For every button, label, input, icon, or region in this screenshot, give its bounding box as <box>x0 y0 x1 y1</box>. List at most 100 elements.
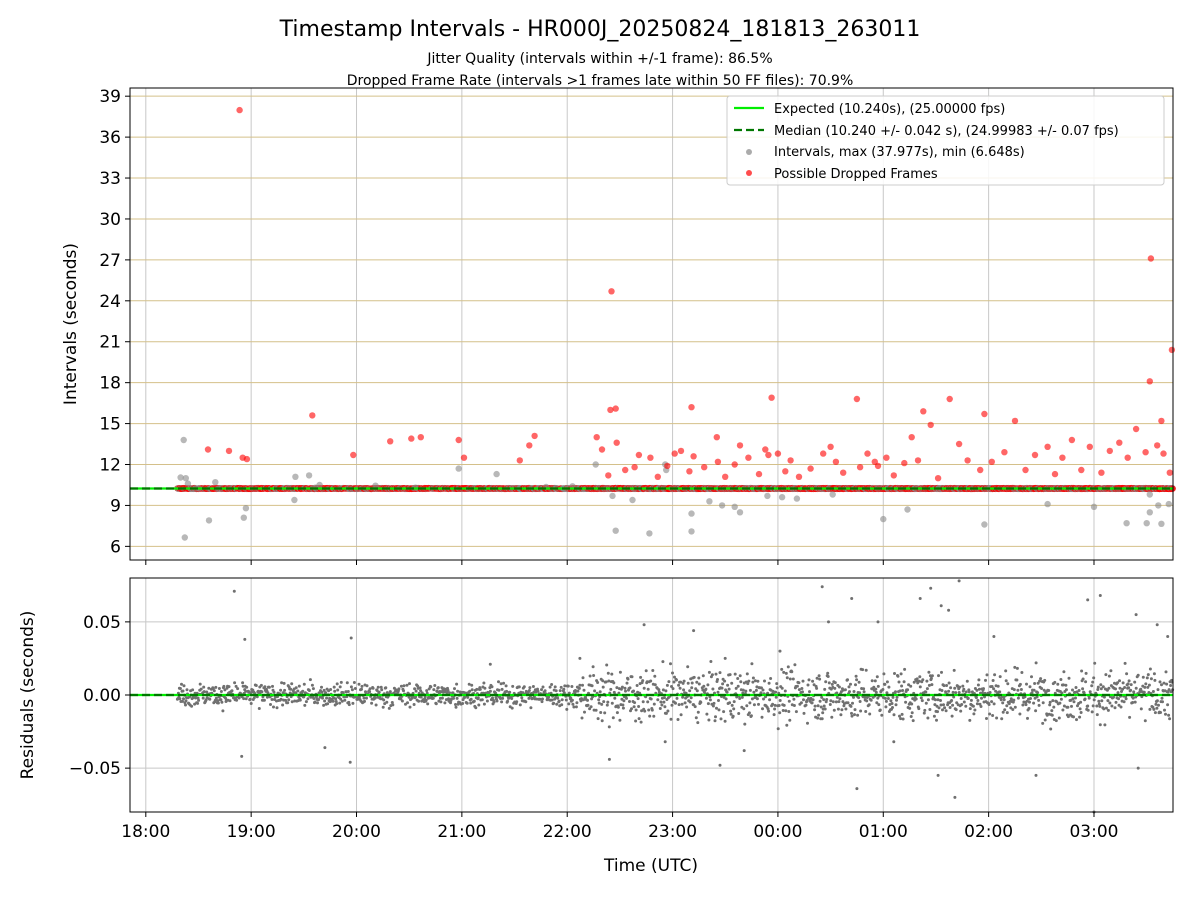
dropped-frame-point <box>901 459 908 467</box>
residual-point <box>414 689 418 693</box>
residual-point <box>667 680 671 684</box>
residual-point <box>730 703 734 707</box>
residual-point <box>571 702 575 706</box>
residual-point <box>832 708 836 712</box>
residual-point <box>260 690 264 694</box>
residual-point <box>747 679 751 683</box>
dropped-frame-point <box>1022 466 1029 474</box>
residual-point <box>501 696 505 700</box>
residual-point <box>222 684 226 688</box>
residual-point <box>335 702 339 706</box>
residual-point <box>662 700 666 704</box>
residual-point <box>864 668 868 672</box>
residual-point <box>623 686 627 690</box>
dropped-frame-point <box>686 468 693 475</box>
residual-point <box>696 710 700 714</box>
legend-label-median: Median (10.240 +/- 0.042 s), (24.99983 +… <box>774 124 1119 139</box>
residual-point <box>652 702 656 706</box>
residual-point <box>736 684 740 688</box>
residual-point <box>237 696 241 700</box>
dropped-frame-point <box>908 434 915 441</box>
residual-point <box>761 707 764 711</box>
residual-point <box>281 703 285 707</box>
residual-point <box>604 680 608 684</box>
residual-point <box>562 687 566 691</box>
residual-point <box>686 665 690 669</box>
dropped-frame-point <box>714 458 722 465</box>
residual-point <box>583 710 586 714</box>
residual-point <box>248 697 252 701</box>
residual-point <box>412 703 416 706</box>
residual-point <box>838 697 842 701</box>
residual-point <box>201 696 205 700</box>
residual-point <box>843 688 847 692</box>
residual-point <box>780 667 784 671</box>
intervals-y-tick-label: 12 <box>99 456 121 476</box>
dropped-frame-point <box>593 434 600 441</box>
residual-point <box>722 710 726 714</box>
dropped-frame-point <box>664 462 671 470</box>
residual-point <box>653 683 657 687</box>
interval-point <box>793 495 801 502</box>
dropped-frame-point <box>722 473 729 480</box>
interval-point <box>316 481 323 489</box>
residual-point <box>688 700 692 704</box>
residual-point <box>402 689 405 693</box>
dropped-frame-point <box>408 435 415 442</box>
residual-point <box>697 676 701 680</box>
residual-point <box>346 690 350 693</box>
dropped-frame-point <box>654 473 661 480</box>
residual-point <box>349 685 353 689</box>
residual-point <box>191 688 195 692</box>
residual-point <box>679 713 683 717</box>
interval-point <box>212 479 219 486</box>
residual-point <box>202 690 206 694</box>
residual-point <box>837 700 841 704</box>
residual-point <box>432 688 436 692</box>
interval-point <box>718 502 726 509</box>
residual-point <box>628 686 632 690</box>
residual-point <box>527 689 531 692</box>
residual-point <box>738 697 742 700</box>
residual-point <box>310 683 314 687</box>
residual-point <box>825 698 829 701</box>
residual-point <box>272 705 275 709</box>
residual-point <box>715 706 718 710</box>
interval-point <box>1090 503 1098 510</box>
residual-point <box>520 696 524 700</box>
residual-point <box>323 699 327 703</box>
residual-point <box>707 670 711 674</box>
residual-point <box>275 706 279 710</box>
residual-point <box>754 688 758 692</box>
residual-point <box>636 697 640 701</box>
residual-point <box>431 696 435 700</box>
interval-point <box>291 496 298 504</box>
dropped-frame-point <box>807 465 814 472</box>
residual-point <box>515 700 519 704</box>
residual-point <box>500 700 504 704</box>
residual-point <box>660 703 664 707</box>
residual-point <box>178 697 182 701</box>
residual-point <box>528 686 532 690</box>
residual-point <box>818 677 822 681</box>
residual-point <box>816 704 820 708</box>
residual-point <box>752 703 756 707</box>
dropped-frame-point <box>204 446 212 453</box>
intervals-y-tick-label: 15 <box>99 415 121 435</box>
residual-point <box>817 674 821 678</box>
residual-point <box>624 689 627 693</box>
dropped-frame-point <box>460 454 468 461</box>
residual-point <box>316 701 319 705</box>
residual-point <box>634 719 638 723</box>
residual-point <box>335 682 339 686</box>
residual-point <box>454 703 457 706</box>
residual-point <box>610 672 614 676</box>
residual-point <box>628 700 631 703</box>
residual-point <box>675 678 678 682</box>
interval-point <box>612 527 619 534</box>
residual-point <box>800 687 804 690</box>
legend-label-dropped: Possible Dropped Frames <box>774 167 938 182</box>
residual-point <box>874 687 878 691</box>
residual-point <box>689 696 693 700</box>
